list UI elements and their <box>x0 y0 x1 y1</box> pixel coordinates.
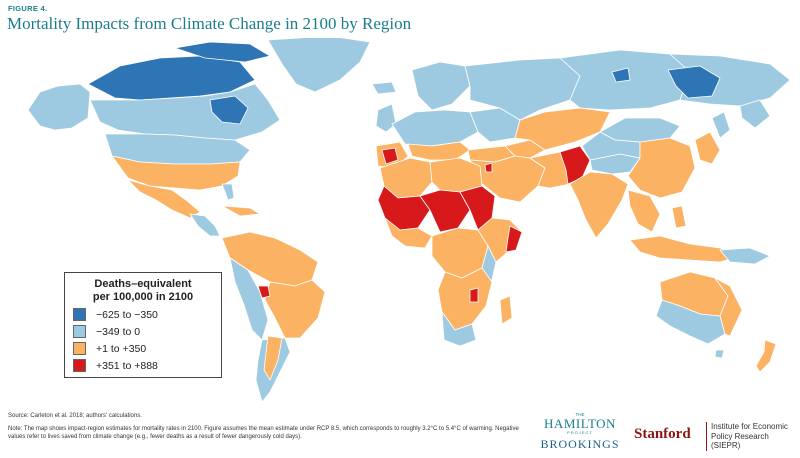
legend-label: +1 to +350 <box>96 342 147 355</box>
region-siberia-dark-2 <box>611 67 631 83</box>
region-siberia-dark <box>667 65 721 99</box>
region-japan-north <box>711 111 731 139</box>
region-europe-central <box>391 109 479 147</box>
region-gulf-red <box>484 162 493 173</box>
hamilton-the: THE <box>575 412 585 417</box>
figure-label: FIGURE 4. <box>8 4 48 13</box>
region-canada-arctic-islands <box>174 41 271 63</box>
legend-swatch <box>73 308 86 321</box>
map-title: Mortality Impacts from Climate Change in… <box>7 14 412 33</box>
region-central-asia <box>514 107 611 151</box>
legend-item: −625 to −350 <box>73 308 213 321</box>
region-kamchatka <box>739 99 771 129</box>
legend-item: −349 to 0 <box>73 325 213 338</box>
hamilton-main: HAMILTON <box>544 416 616 431</box>
region-greenland <box>267 38 371 93</box>
legend-label: −625 to −350 <box>96 308 158 321</box>
region-indonesia <box>629 235 741 263</box>
region-india <box>569 171 629 239</box>
region-new-guinea <box>719 247 771 265</box>
stanford-logo: Stanford <box>634 426 691 442</box>
region-iceland <box>371 81 397 95</box>
map-legend: Deaths–equivalent per 100,000 in 2100 −6… <box>64 272 222 378</box>
legend-title-line1: Deaths–equivalent <box>94 278 192 290</box>
region-caribbean <box>221 205 261 217</box>
world-map <box>27 38 791 403</box>
siepr-line2: Policy Research (SIEPR) <box>711 431 769 451</box>
region-argentina <box>263 335 283 381</box>
region-southern-africa <box>437 267 493 331</box>
region-china-west <box>581 131 641 161</box>
region-new-zealand <box>755 339 777 373</box>
region-uk <box>375 103 397 133</box>
region-se-asia <box>627 189 661 233</box>
region-bolivia-red <box>257 285 271 299</box>
region-australia-south <box>655 299 726 345</box>
region-tasmania <box>714 349 725 359</box>
region-sahel-central <box>419 189 471 233</box>
siepr-line1: Institute for Economic <box>711 422 788 431</box>
hamilton-project: PROJECT <box>567 430 593 435</box>
legend-label: −349 to 0 <box>96 325 141 338</box>
siepr-label: Institute for Economic Policy Research (… <box>706 422 800 451</box>
region-mozambique-red <box>469 287 479 303</box>
region-alaska <box>27 83 91 131</box>
figure-note: Note: The map shows impact-region estima… <box>8 426 519 441</box>
region-south-africa-blue <box>441 311 477 347</box>
legend-swatch <box>73 342 86 355</box>
legend-item: +1 to +350 <box>73 342 213 355</box>
region-florida <box>221 183 235 201</box>
source-note: Source: Carleton et al. 2018; authors' c… <box>8 413 142 419</box>
region-brazil <box>264 279 326 339</box>
hamilton-project-logo: THE HAMILTON PROJECT BROOKINGS <box>540 412 620 452</box>
region-china-east <box>627 137 696 199</box>
region-korea-japan <box>694 131 721 165</box>
region-morocco-red <box>381 147 399 165</box>
region-west-africa-coast <box>384 217 433 249</box>
region-madagascar <box>499 295 513 325</box>
region-central-america <box>189 213 221 237</box>
region-caucasus <box>504 139 546 159</box>
legend-label: +351 to +888 <box>96 359 158 372</box>
region-hudson-area <box>209 95 249 125</box>
region-scandinavia <box>411 61 471 111</box>
brookings-label: BROOKINGS <box>540 437 620 451</box>
region-philippines <box>671 205 687 229</box>
region-australia-east <box>714 277 743 337</box>
legend-swatch <box>73 325 86 338</box>
region-russia-west <box>464 57 581 121</box>
legend-item: +351 to +888 <box>73 359 213 372</box>
region-somalia-red <box>505 225 523 253</box>
legend-swatch <box>73 359 86 372</box>
region-europe-south <box>407 141 471 161</box>
legend-title-line2: per 100,000 in 2100 <box>92 291 194 303</box>
